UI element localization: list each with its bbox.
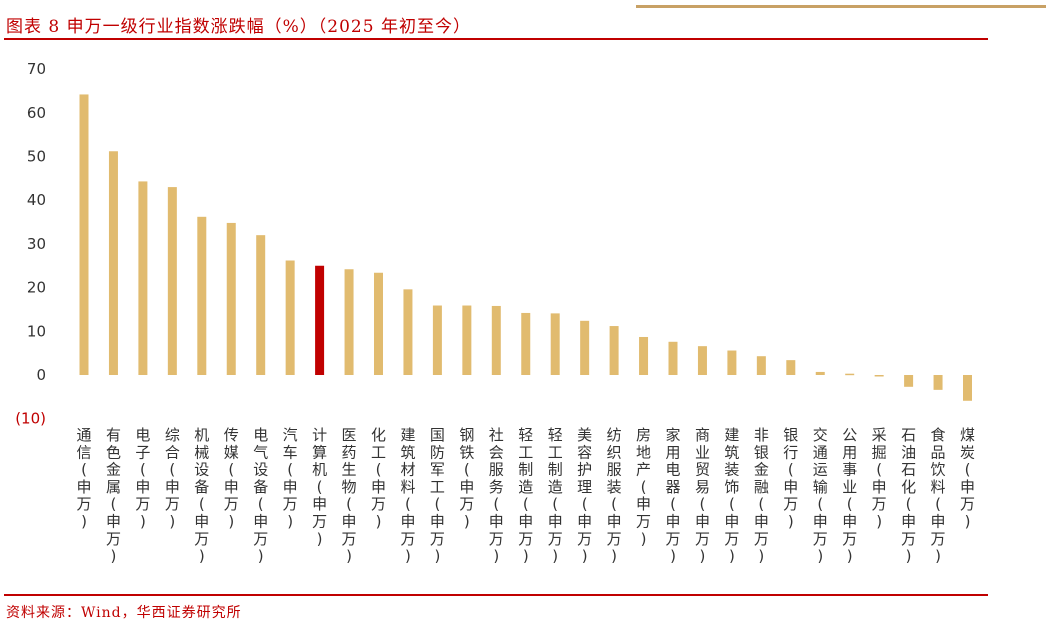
x-tick-label: 有色金属(申万) bbox=[106, 426, 121, 565]
bar-11 bbox=[374, 272, 383, 375]
bar-20 bbox=[639, 336, 649, 375]
bar-29 bbox=[904, 375, 914, 387]
y-axis: (10) 0 10 20 30 40 50 60 70 bbox=[15, 60, 46, 428]
x-tick-label: 电气设备(申万) bbox=[253, 426, 268, 565]
x-tick-label: 国防军工(申万) bbox=[430, 426, 445, 565]
x-tick-label: 通信(申万) bbox=[76, 426, 91, 531]
bar-5 bbox=[197, 216, 207, 375]
bar-16 bbox=[521, 312, 531, 375]
x-tick-label: 公用事业(申万) bbox=[842, 426, 857, 565]
x-tick-label: 建筑装饰(申万) bbox=[724, 426, 739, 565]
bar-8 bbox=[285, 260, 295, 375]
x-tick-label: 钢铁(申万) bbox=[459, 426, 474, 531]
x-tick-label: 轻工制造(申万) bbox=[548, 426, 563, 565]
bar-18 bbox=[580, 320, 590, 375]
bar-23 bbox=[727, 350, 737, 375]
x-tick-label: 纺织服装(申万) bbox=[607, 426, 622, 565]
bar-21 bbox=[668, 341, 678, 375]
x-tick-label: 采掘(申万) bbox=[872, 426, 887, 531]
bar-9 bbox=[315, 265, 325, 375]
x-tick-label: 石油石化(申万) bbox=[901, 426, 916, 565]
bar-26 bbox=[815, 371, 825, 375]
bar-13 bbox=[432, 305, 442, 375]
x-tick-label: 银行(申万) bbox=[783, 426, 798, 531]
x-tick-label: 汽车(申万) bbox=[283, 426, 298, 531]
x-tick-label: 房地产(申万) bbox=[636, 426, 651, 548]
bar-19 bbox=[609, 326, 619, 375]
x-tick-label: 社会服务(申万) bbox=[489, 426, 504, 565]
bar-30 bbox=[933, 375, 943, 390]
x-tick-label: 非银金融(申万) bbox=[754, 426, 769, 565]
title-rule bbox=[4, 38, 988, 40]
x-tick-label: 交通运输(申万) bbox=[813, 426, 828, 565]
y-tick-label: 50 bbox=[27, 148, 46, 166]
y-tick-label: 60 bbox=[27, 104, 46, 122]
bar-24 bbox=[756, 356, 766, 375]
y-tick-label: 10 bbox=[27, 322, 46, 340]
bar-1 bbox=[79, 94, 89, 376]
chart-title: 图表 8 申万一级行业指数涨跌幅（%）（2025 年初至今） bbox=[6, 17, 471, 37]
y-tick-label: 20 bbox=[27, 279, 46, 297]
x-tick-label: 化工(申万) bbox=[371, 426, 386, 531]
x-tick-label: 计算机(申万) bbox=[312, 426, 327, 548]
x-tick-label: 建筑材料(申万) bbox=[400, 426, 415, 565]
x-tick-label: 电子(申万) bbox=[135, 426, 150, 531]
source-note: 资料来源：Wind，华西证券研究所 bbox=[6, 605, 242, 621]
x-tick-label: 机械设备(申万) bbox=[194, 426, 209, 565]
x-tick-label: 商业贸易(申万) bbox=[695, 426, 710, 565]
bar-10 bbox=[344, 269, 354, 375]
bar-14 bbox=[462, 305, 472, 375]
bar-7 bbox=[256, 235, 266, 375]
x-tick-label: 家用电器(申万) bbox=[665, 426, 680, 565]
bar-6 bbox=[226, 222, 236, 375]
x-tick-label: 医药生物(申万) bbox=[342, 426, 357, 565]
top-gold-line bbox=[636, 5, 1046, 8]
bar-4 bbox=[167, 187, 177, 375]
footer-rule bbox=[4, 594, 988, 596]
x-tick-label: 传媒(申万) bbox=[224, 426, 239, 531]
x-tick-label: 食品饮料(申万) bbox=[931, 426, 946, 565]
bar-2 bbox=[108, 151, 118, 375]
bar-28 bbox=[874, 375, 884, 377]
y-tick-label: (10) bbox=[15, 410, 46, 428]
bars bbox=[79, 94, 972, 401]
bar-25 bbox=[786, 360, 796, 375]
bar-17 bbox=[550, 313, 560, 375]
x-tick-label: 综合(申万) bbox=[165, 426, 180, 531]
x-axis-labels: 通信(申万) 有色金属(申万) 电子(申万) 综合(申万) 机械设备(申万) 传媒(申万)… bbox=[76, 426, 975, 565]
bar-22 bbox=[697, 346, 707, 375]
bar-chart: (10) 0 10 20 30 40 50 60 70 通信(申万) 有色金属(申万) 电子(申万)… bbox=[15, 60, 975, 565]
x-tick-label: 煤炭(申万) bbox=[960, 426, 975, 531]
y-tick-label: 30 bbox=[27, 235, 46, 253]
y-tick-label: 40 bbox=[27, 191, 46, 209]
y-tick-label: 70 bbox=[27, 60, 46, 78]
bar-12 bbox=[403, 289, 413, 375]
bar-31 bbox=[963, 375, 972, 401]
x-tick-label: 轻工制造(申万) bbox=[518, 426, 533, 565]
bar-3 bbox=[138, 181, 148, 375]
x-tick-label: 美容护理(申万) bbox=[577, 426, 592, 565]
bar-15 bbox=[491, 305, 501, 375]
bar-27 bbox=[845, 373, 855, 376]
y-tick-label: 0 bbox=[36, 366, 46, 384]
